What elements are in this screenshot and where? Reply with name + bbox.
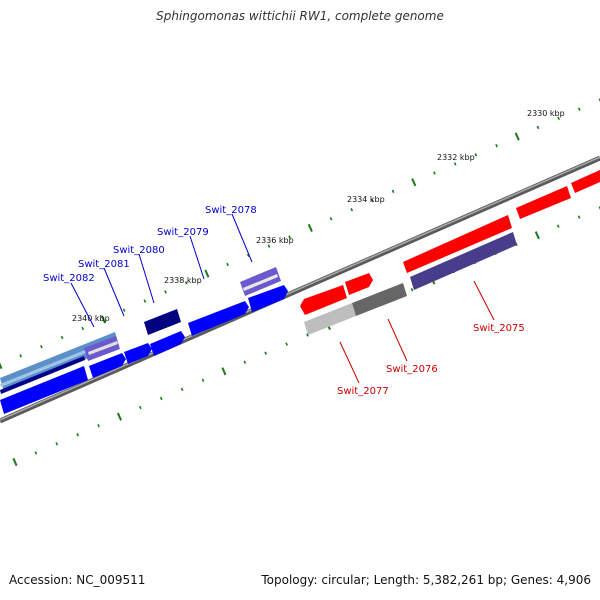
ruler-label-2334: 2334 kbp (347, 195, 385, 204)
genome-backbone (0, 155, 600, 424)
gene-feature[interactable] (248, 285, 288, 312)
ruler-tick (453, 162, 457, 166)
ruler-tick (264, 351, 268, 355)
ruler-tick (433, 171, 436, 175)
ruler-tick (116, 412, 122, 421)
gene-feature[interactable] (144, 309, 181, 335)
ruler-tick (76, 433, 80, 437)
forward-strand-genes (0, 267, 288, 414)
ruler-tick (122, 308, 126, 312)
gene-label-swit-2078[interactable]: Swit_2078 (205, 205, 257, 216)
ruler-tick (411, 178, 417, 187)
gene-label-swit-2076[interactable]: Swit_2076 (386, 364, 438, 375)
ruler-tick (267, 244, 271, 248)
ruler-tick (40, 345, 43, 349)
gene-feature[interactable] (516, 186, 571, 219)
gene-feature[interactable] (150, 331, 185, 356)
gene-feature[interactable] (243, 274, 278, 291)
gene-feature[interactable] (571, 170, 600, 193)
ruler-tick (180, 387, 184, 392)
ruler-tick (19, 354, 23, 358)
gene-label-swit-2082[interactable]: Swit_2082 (43, 273, 95, 284)
gene-label-swit-2081[interactable]: Swit_2081 (78, 259, 130, 270)
ruler-tick (371, 198, 374, 203)
gene-label-swit-2075[interactable]: Swit_2075 (473, 323, 525, 334)
gene-feature[interactable] (89, 353, 126, 378)
ruler-tick (307, 223, 313, 232)
genome-summary: Topology: circular; Length: 5,382,261 bp… (261, 573, 591, 587)
ruler-label-2330: 2330 kbp (527, 109, 565, 118)
ruler-tick (204, 269, 210, 278)
ruler-label-2332: 2332 kbp (437, 153, 475, 162)
gene-feature[interactable] (304, 303, 356, 335)
ruler-tick (285, 342, 288, 346)
gene-feature[interactable] (352, 283, 407, 316)
ruler-tick (226, 262, 229, 267)
ruler-labels: 2330 kbp 2332 kbp 2334 kbp 2336 kbp 2338… (72, 109, 565, 323)
ruler-label-2338: 2338 kbp (164, 276, 202, 285)
ruler-tick (350, 207, 354, 212)
ruler-tick (159, 396, 163, 401)
ruler-tick (534, 231, 540, 240)
ruler-tick (306, 333, 309, 337)
ruler-tick (329, 217, 333, 221)
ruler-tick (143, 299, 147, 303)
gene-labels: Swit_2078 Swit_2079 Swit_2080 Swit_2081 … (43, 205, 525, 397)
ruler-tick (557, 116, 560, 120)
ruler-tick (60, 335, 64, 340)
ruler-tick (474, 153, 478, 157)
accession-label: Accession: NC_009511 (9, 573, 146, 587)
ruler-tick (495, 143, 498, 148)
ruler-tick (536, 125, 540, 130)
gene-feature[interactable] (0, 356, 85, 394)
gene-feature[interactable] (124, 343, 152, 364)
ruler-tick (97, 424, 100, 428)
reverse-strand-genes (300, 170, 600, 335)
ruler-tick (577, 107, 581, 111)
ruler-tick (164, 290, 167, 294)
gene-feature[interactable] (300, 285, 347, 315)
label-leaders (70, 213, 495, 384)
gene-feature[interactable] (0, 366, 88, 414)
gene-label-swit-2077[interactable]: Swit_2077 (337, 386, 389, 397)
gene-feature[interactable] (410, 232, 517, 290)
gene-feature[interactable] (188, 301, 249, 336)
ruler-tick (410, 287, 414, 292)
gene-label-swit-2080[interactable]: Swit_2080 (113, 245, 165, 256)
ruler-tick (139, 405, 142, 410)
ruler-tick (81, 326, 85, 331)
gene-feature[interactable] (403, 215, 512, 273)
ruler-tick (577, 215, 581, 219)
ruler-tick (391, 189, 395, 194)
gene-label-swit-2079[interactable]: Swit_2079 (157, 227, 209, 238)
ruler-tick (12, 457, 18, 467)
gene-feature[interactable] (345, 273, 373, 295)
ruler-label-2336: 2336 kbp (256, 236, 294, 245)
ruler-tick (243, 360, 247, 364)
map-title: Sphingomonas wittichii RW1, complete gen… (156, 9, 444, 23)
ruler-tick (184, 281, 188, 285)
ruler-tick (55, 442, 59, 446)
ruler-tick (0, 362, 3, 370)
ruler-tick (34, 451, 38, 455)
ruler-tick (246, 253, 250, 258)
ruler-tick (100, 315, 106, 324)
ruler-label-2340: 2340 kbp (72, 314, 110, 323)
gene-feature[interactable] (88, 341, 118, 355)
ruler-tick (221, 367, 227, 376)
ruler-tick (514, 132, 520, 141)
ruler-tick (556, 224, 560, 228)
ruler-tick (288, 235, 291, 239)
ruler-tick (201, 378, 205, 383)
